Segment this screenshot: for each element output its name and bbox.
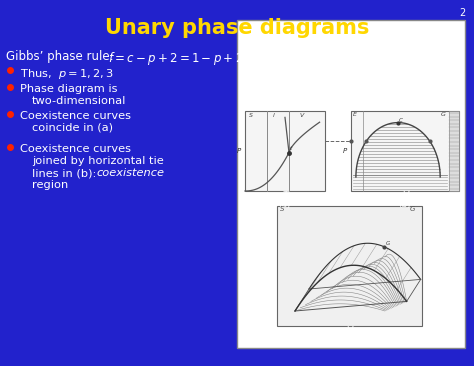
Text: coincide in (a): coincide in (a) <box>32 123 113 133</box>
Text: S: S <box>280 206 284 212</box>
Text: l: l <box>273 113 275 118</box>
Text: G: G <box>385 241 390 246</box>
Text: G: G <box>410 206 415 212</box>
Text: (c): (c) <box>344 335 356 344</box>
Text: t: t <box>290 146 292 150</box>
Text: coexistence: coexistence <box>96 168 164 178</box>
Bar <box>277 206 422 326</box>
Text: Unary phase diagrams: Unary phase diagrams <box>105 18 369 38</box>
Text: two-dimensional: two-dimensional <box>32 96 127 106</box>
Text: V: V <box>402 191 408 200</box>
Text: $f = c - p + 2 = 1 - p + 2 = 3 - p$: $f = c - p + 2 = 1 - p + 2 = 3 - p$ <box>108 50 288 67</box>
Bar <box>351 111 459 191</box>
Text: Coexistence curves: Coexistence curves <box>20 144 131 154</box>
Text: region: region <box>32 180 68 190</box>
Text: Thus,  $p = 1, 2, 3$: Thus, $p = 1, 2, 3$ <box>20 67 114 81</box>
Text: (a): (a) <box>279 200 291 209</box>
Bar <box>237 20 465 348</box>
Text: (b): (b) <box>399 200 411 209</box>
Text: joined by horizontal tie: joined by horizontal tie <box>32 156 164 166</box>
Text: E: E <box>353 112 357 117</box>
Text: lines in (b):: lines in (b): <box>32 168 100 178</box>
Text: Coexistence curves: Coexistence curves <box>20 111 131 121</box>
Text: T: T <box>282 191 288 200</box>
Bar <box>449 111 459 191</box>
Text: C: C <box>399 117 403 123</box>
Bar <box>245 111 325 191</box>
Text: Gibbs’ phase rule:: Gibbs’ phase rule: <box>6 50 118 63</box>
Text: 2: 2 <box>460 8 466 18</box>
Text: Phase diagram is: Phase diagram is <box>20 84 118 94</box>
Text: V: V <box>346 326 353 335</box>
Text: S: S <box>249 113 253 118</box>
Text: P: P <box>237 148 241 154</box>
Text: G: G <box>441 112 446 117</box>
Text: V: V <box>300 113 304 118</box>
Text: P: P <box>343 148 347 154</box>
